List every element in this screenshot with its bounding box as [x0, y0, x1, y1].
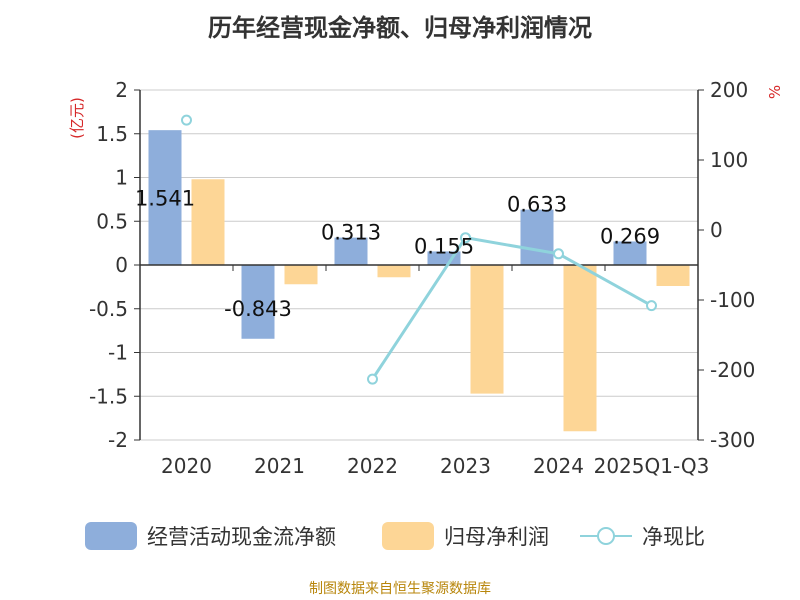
bar-cash-flow — [520, 209, 554, 265]
legend: 经营活动现金流净额 归母净利润 净现比 — [0, 516, 800, 556]
bar-cash-flow — [334, 237, 368, 265]
bar-net-profit — [191, 179, 225, 265]
y-left-tick-label: 0.5 — [96, 209, 128, 233]
legend-swatch-net-profit — [382, 522, 434, 550]
bar-cash-flow — [427, 251, 461, 265]
y-left-tick-label: 1.5 — [96, 122, 128, 146]
source-footer: 制图数据来自恒生聚源数据库 — [309, 581, 491, 597]
ratio-line — [371, 236, 653, 380]
bar-net-profit — [377, 265, 411, 278]
x-tick-label: 2022 — [347, 454, 398, 478]
bar-cash-flow — [613, 241, 647, 265]
y-left-tick-label: -2 — [108, 428, 128, 452]
y-right-tick-label: 0 — [710, 218, 723, 242]
ratio-point — [181, 114, 192, 126]
ratio-point — [367, 373, 378, 385]
data-label-cash-flow: 0.155 — [414, 234, 474, 258]
ratio-point — [646, 300, 657, 312]
y-left-tick-label: 0 — [115, 253, 128, 277]
data-label-cash-flow: 0.313 — [321, 221, 381, 245]
bar-net-profit — [284, 265, 318, 285]
y-left-tick-label: -0.5 — [89, 297, 128, 321]
chart-title: 历年经营现金净额、归母净利润情况 — [208, 14, 592, 42]
legend-item-cash-flow[interactable]: 经营活动现金流净额 — [85, 516, 336, 556]
bar-net-profit — [656, 265, 690, 286]
chart-plot: 2 1.5 1 0.5 0 -0.5 -1 -1.5 -2 200 100 0 -100 -200 -300… — [68, 78, 784, 478]
y-left-tick-label: 1 — [115, 166, 128, 190]
y-left-tick-label: -1 — [108, 341, 128, 365]
x-tick-label: 2020 — [161, 454, 212, 478]
bar-cash-flow — [241, 265, 275, 339]
y-left-tick-label: 2 — [115, 78, 128, 102]
legend-line-icon — [580, 527, 632, 545]
x-tick-label: 2025Q1-Q3 — [594, 454, 710, 478]
legend-item-net-profit[interactable]: 归母净利润 — [382, 516, 549, 556]
y-left-tick-label: -1.5 — [89, 384, 128, 408]
y-right-tick-label: -300 — [710, 428, 755, 452]
data-label-cash-flow: -0.843 — [224, 297, 292, 321]
x-tick-label: 2021 — [254, 454, 305, 478]
data-label-cash-flow: 0.269 — [600, 224, 660, 248]
legend-label-net-profit: 归母净利润 — [444, 525, 549, 549]
y-right-unit-label: % — [766, 85, 784, 99]
bar-net-profit — [470, 265, 504, 394]
y-left-unit-label: (亿元) — [68, 97, 86, 139]
legend-item-ratio[interactable]: 净现比 — [580, 516, 705, 556]
ratio-point — [460, 232, 471, 244]
x-tick-label: 2024 — [533, 454, 584, 478]
legend-label-cash-flow: 经营活动现金流净额 — [147, 525, 336, 549]
y-right-tick-label: -200 — [710, 358, 755, 382]
ratio-point — [553, 248, 564, 260]
legend-swatch-cash-flow — [85, 522, 137, 550]
x-tick-label: 2023 — [440, 454, 491, 478]
y-right-tick-label: 100 — [710, 148, 748, 172]
y-right-tick-label: -100 — [710, 288, 755, 312]
data-label-cash-flow: 1.541 — [135, 187, 195, 211]
y-right-tick-label: 200 — [710, 78, 748, 102]
bar-cash-flow — [148, 130, 182, 265]
legend-label-ratio: 净现比 — [642, 525, 705, 549]
bar-net-profit — [563, 265, 597, 432]
data-label-cash-flow: 0.633 — [507, 193, 567, 217]
